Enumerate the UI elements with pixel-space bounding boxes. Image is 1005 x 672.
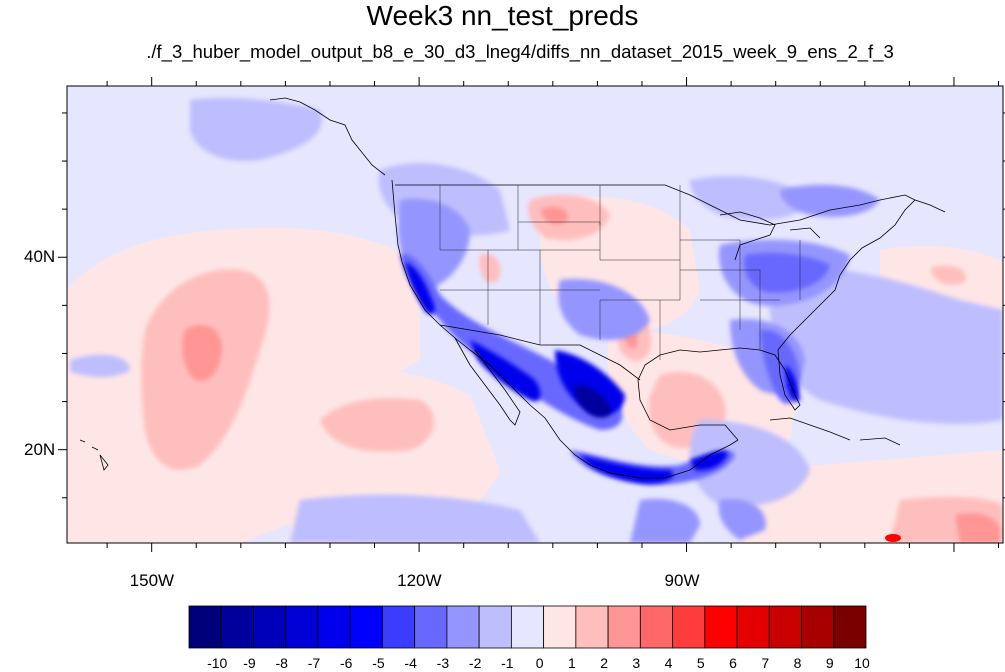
colorbar-swatch bbox=[768, 605, 802, 649]
lat-label-40n: 40N bbox=[24, 247, 56, 267]
colorbar-swatch bbox=[639, 605, 673, 649]
coastline-alaska bbox=[269, 97, 386, 176]
field-light-blue-zones bbox=[70, 98, 1003, 543]
colorbar-swatch bbox=[672, 605, 706, 649]
coastline-cuba bbox=[769, 417, 851, 441]
hawaii-islands bbox=[79, 439, 109, 471]
map-field bbox=[67, 86, 1003, 543]
lon-label-150w: 150W bbox=[129, 571, 175, 590]
colorbar-label: 0 bbox=[535, 655, 544, 671]
colorbar-swatch bbox=[704, 605, 738, 649]
colorbar-swatch bbox=[349, 605, 383, 649]
axis-ticks bbox=[58, 77, 1005, 552]
colorbar-label: -3 bbox=[436, 655, 450, 671]
border-canada bbox=[395, 184, 916, 226]
plot-frame bbox=[66, 85, 1004, 544]
colorbar-swatch bbox=[188, 605, 222, 649]
field-salmon-zones bbox=[182, 206, 1000, 543]
colorbar-swatch bbox=[801, 605, 835, 649]
colorbar bbox=[188, 605, 867, 649]
colorbar-swatch bbox=[607, 605, 641, 649]
coastline-hispaniola bbox=[859, 437, 901, 446]
colorbar-label: 9 bbox=[825, 655, 834, 671]
coastline-west bbox=[391, 179, 739, 479]
colorbar-label: -9 bbox=[243, 655, 256, 671]
colorbar-label: 5 bbox=[696, 655, 705, 671]
border-mexico bbox=[439, 324, 641, 381]
colorbar-label: 4 bbox=[664, 655, 673, 671]
lon-label-90w: 90W bbox=[664, 571, 700, 590]
field-darkest-blue-zone bbox=[574, 385, 612, 418]
colorbar-swatch bbox=[414, 605, 448, 649]
coastline-atlantic bbox=[777, 199, 946, 376]
coastline-baja bbox=[454, 337, 521, 426]
map-title: Week3 nn_test_preds bbox=[366, 0, 639, 31]
colorbar-swatch bbox=[510, 605, 545, 649]
great-lakes bbox=[719, 211, 821, 261]
field-deep-blue-zones bbox=[405, 262, 800, 484]
colorbar-swatch bbox=[575, 605, 609, 649]
colorbar-swatch bbox=[446, 605, 480, 649]
colorbar-label: 10 bbox=[854, 655, 870, 671]
colorbar-label: 6 bbox=[729, 655, 737, 671]
colorbar-label: -7 bbox=[307, 655, 321, 671]
map-subtitle: ./f_3_huber_model_output_b8_e_30_d3_lneg… bbox=[146, 41, 894, 62]
colorbar-swatch bbox=[543, 605, 577, 649]
colorbar-label: -4 bbox=[404, 655, 417, 671]
colorbar-label: -1 bbox=[501, 655, 514, 671]
colorbar-label: -6 bbox=[339, 655, 353, 671]
colorbar-label: -8 bbox=[275, 655, 288, 671]
field-red-spot bbox=[885, 534, 901, 542]
colorbar-label: 1 bbox=[567, 655, 576, 671]
colorbar-label: -10 bbox=[207, 655, 228, 671]
colorbar-swatch bbox=[285, 605, 319, 649]
colorbar-label: 7 bbox=[761, 655, 770, 671]
colorbar-label: -2 bbox=[468, 655, 482, 671]
colorbar-swatch bbox=[736, 605, 770, 649]
colorbar-swatch bbox=[382, 605, 416, 649]
colorbar-label: -5 bbox=[372, 655, 385, 671]
colorbar-swatch bbox=[253, 605, 287, 649]
colorbar-label: 8 bbox=[793, 655, 802, 671]
lon-label-120w: 120W bbox=[397, 571, 442, 590]
colorbar-swatch bbox=[478, 605, 512, 649]
lat-label-20n: 20N bbox=[24, 439, 56, 459]
state-grid bbox=[439, 185, 801, 360]
colorbar-swatch bbox=[833, 605, 867, 649]
colorbar-swatch bbox=[317, 605, 351, 649]
colorbar-label: 3 bbox=[632, 655, 641, 671]
coastline-gulf bbox=[637, 347, 801, 441]
map-boundaries bbox=[79, 97, 946, 479]
colorbar-label: 2 bbox=[600, 655, 608, 671]
colorbar-swatch bbox=[220, 605, 254, 649]
